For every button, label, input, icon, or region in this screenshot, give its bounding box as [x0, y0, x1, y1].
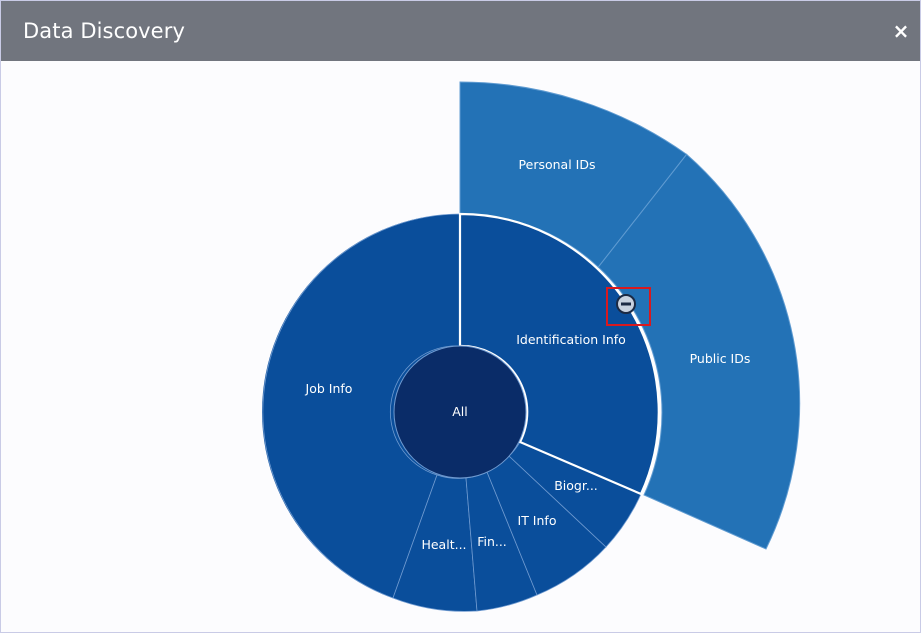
- label-personal-ids: Personal IDs: [519, 157, 596, 172]
- label-job-info: Job Info: [305, 381, 353, 396]
- segment-job-info[interactable]: [262, 213, 461, 599]
- segment-public-ids[interactable]: [597, 153, 801, 550]
- label-all: All: [452, 404, 468, 419]
- sunburst-chart: Personal IDs Public IDs Identification I…: [262, 81, 801, 612]
- segment-identification-info[interactable]: [458, 212, 660, 496]
- sunburst-chart-area: Personal IDs Public IDs Identification I…: [1, 62, 920, 632]
- label-identification-info: Identification Info: [516, 332, 626, 347]
- label-it-info: IT Info: [518, 513, 557, 528]
- label-health: Healt...: [421, 537, 466, 552]
- segment-all-center[interactable]: [393, 345, 527, 479]
- label-finance: Fin...: [477, 534, 507, 549]
- close-icon[interactable]: ×: [892, 19, 910, 43]
- label-public-ids: Public IDs: [690, 351, 751, 366]
- minus-circle-icon[interactable]: [616, 294, 636, 314]
- highlight-box: [606, 287, 651, 326]
- dialog-title: Data Discovery: [23, 19, 185, 43]
- dialog-title-bar: Data Discovery ×: [1, 1, 920, 61]
- label-biographic: Biogr...: [554, 478, 598, 493]
